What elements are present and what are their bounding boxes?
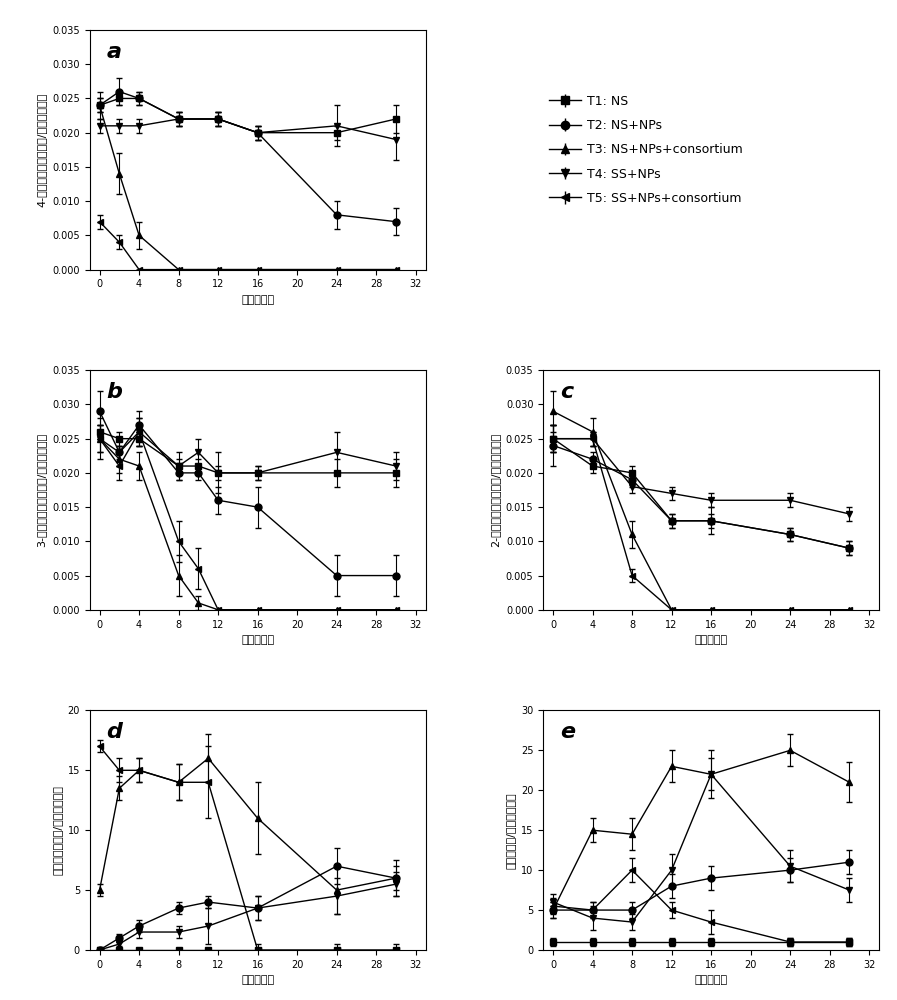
Text: e: e — [560, 722, 575, 742]
Y-axis label: 鐵根（微克/克土壤干重）: 鐵根（微克/克土壤干重） — [505, 792, 516, 869]
X-axis label: 时间（天）: 时间（天） — [241, 975, 274, 985]
Text: d: d — [107, 722, 122, 742]
Y-axis label: 亚硒酸根（微克/克土壤干重）: 亚硒酸根（微克/克土壤干重） — [52, 785, 62, 875]
Y-axis label: 4-硒基苯酚浓度（毫克/克土壤干重）: 4-硒基苯酚浓度（毫克/克土壤干重） — [37, 93, 47, 207]
X-axis label: 时间（天）: 时间（天） — [694, 975, 727, 985]
Text: b: b — [107, 382, 122, 402]
Text: c: c — [560, 382, 573, 402]
Text: a: a — [107, 42, 121, 62]
X-axis label: 时间（天）: 时间（天） — [241, 295, 274, 305]
Legend: T1: NS, T2: NS+NPs, T3: NS+NPs+consortium, T4: SS+NPs, T5: SS+NPs+consortium: T1: NS, T2: NS+NPs, T3: NS+NPs+consortiu… — [549, 95, 743, 205]
X-axis label: 时间（天）: 时间（天） — [694, 635, 727, 645]
Y-axis label: 2-硒基苯酚浓度（毫克/克土壤干重）: 2-硒基苯酚浓度（毫克/克土壤干重） — [490, 433, 501, 547]
Y-axis label: 3-硒基苯酚浓度（毫克/克土壤干重）: 3-硒基苯酚浓度（毫克/克土壤干重） — [37, 433, 47, 547]
X-axis label: 时间（天）: 时间（天） — [241, 635, 274, 645]
